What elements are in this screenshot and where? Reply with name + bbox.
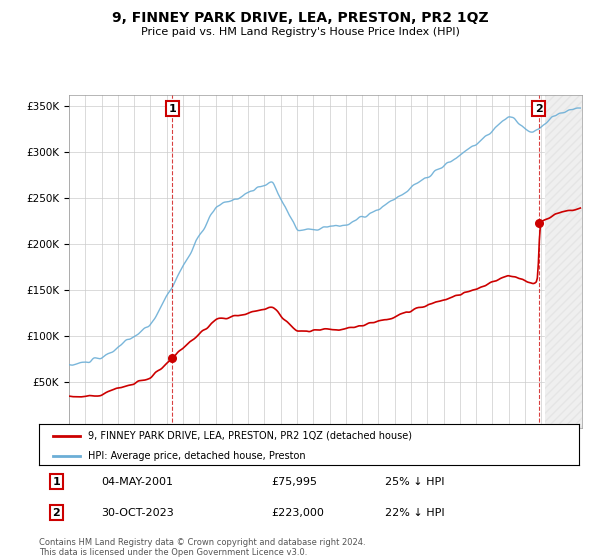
- Text: 04-MAY-2001: 04-MAY-2001: [101, 477, 173, 487]
- Text: 1: 1: [52, 477, 60, 487]
- Text: 30-OCT-2023: 30-OCT-2023: [101, 507, 174, 517]
- Text: 1: 1: [169, 104, 176, 114]
- Text: Contains HM Land Registry data © Crown copyright and database right 2024.
This d: Contains HM Land Registry data © Crown c…: [39, 538, 365, 557]
- Text: 25% ↓ HPI: 25% ↓ HPI: [385, 477, 444, 487]
- Text: 9, FINNEY PARK DRIVE, LEA, PRESTON, PR2 1QZ: 9, FINNEY PARK DRIVE, LEA, PRESTON, PR2 …: [112, 11, 488, 25]
- Text: 2: 2: [535, 104, 542, 114]
- Text: HPI: Average price, detached house, Preston: HPI: Average price, detached house, Pres…: [88, 451, 305, 461]
- Text: 22% ↓ HPI: 22% ↓ HPI: [385, 507, 444, 517]
- Text: Price paid vs. HM Land Registry's House Price Index (HPI): Price paid vs. HM Land Registry's House …: [140, 27, 460, 37]
- Text: 2: 2: [52, 507, 60, 517]
- Text: £223,000: £223,000: [271, 507, 324, 517]
- Text: 9, FINNEY PARK DRIVE, LEA, PRESTON, PR2 1QZ (detached house): 9, FINNEY PARK DRIVE, LEA, PRESTON, PR2 …: [88, 431, 412, 441]
- Text: £75,995: £75,995: [271, 477, 317, 487]
